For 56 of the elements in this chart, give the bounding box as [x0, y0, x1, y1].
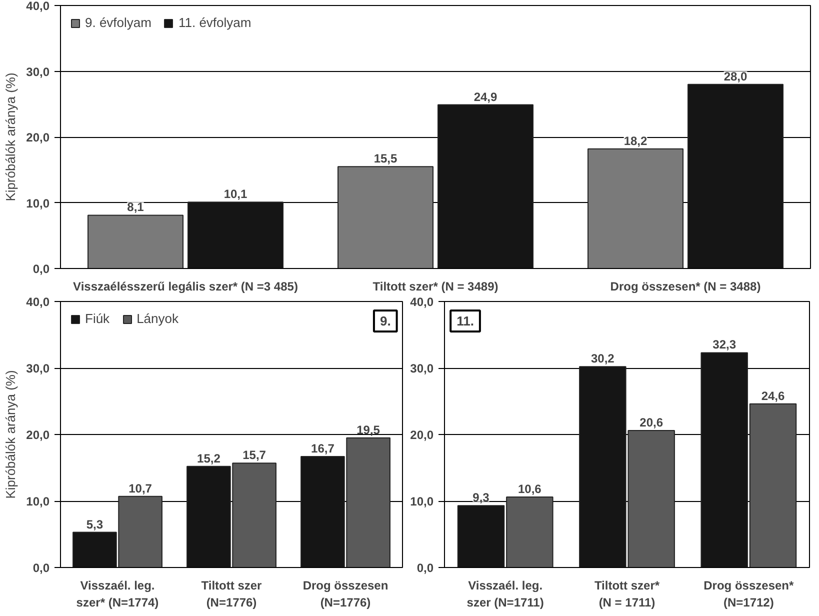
data-label: 32,3	[712, 338, 736, 352]
bar	[88, 214, 184, 268]
data-label: 10,1	[224, 187, 248, 202]
data-label: 28,0	[724, 69, 748, 84]
annotation: 11.	[456, 314, 474, 328]
data-label: 20,6	[640, 416, 664, 430]
y-tick-label: 0,0	[32, 561, 50, 575]
data-label: 15,2	[197, 451, 221, 466]
y-tick-label: 40,0	[26, 0, 50, 13]
x-tick-label: Drog összesen* (N=1712)	[704, 578, 794, 610]
data-label: 16,7	[311, 441, 335, 456]
data-label: 15,7	[242, 448, 266, 462]
data-label: 30,2	[590, 352, 615, 366]
x-tick-label: Visszaél. leg. szer* (N=1774)	[76, 578, 159, 610]
y-tick-label: 30,0	[26, 362, 50, 376]
y-tick-label: 20,0	[26, 130, 50, 144]
y-tick-label: 40,0	[410, 295, 434, 309]
data-label: 8,1	[127, 200, 144, 214]
y-axis-title: Kipróbálók aránya (%)	[3, 370, 18, 499]
y-tick-label: 40,0	[26, 295, 50, 309]
x-tick-label: Tiltott szer* (N = 3489)	[372, 280, 498, 294]
data-label: 19,5	[356, 422, 380, 437]
data-label: 10,7	[128, 481, 152, 496]
y-tick-label: 10,0	[410, 494, 434, 508]
bar	[688, 84, 784, 268]
y-tick-label: 10,0	[26, 494, 50, 508]
x-tick-label: Tiltott szer* (N = 1711)	[594, 578, 660, 610]
legend-label: 9. évfolyam	[85, 15, 152, 30]
data-label: 15,5	[374, 152, 398, 166]
y-tick-label: 10,0	[26, 196, 50, 210]
x-tick-label: Visszaél. leg. szer (N=1711)	[466, 578, 544, 610]
x-tick-label: Tiltott szer (N=1776)	[201, 578, 262, 610]
y-tick-label: 0,0	[416, 561, 434, 575]
y-tick-label: 20,0	[410, 428, 434, 442]
legend-label: Fiúk	[85, 311, 110, 326]
bar	[338, 166, 434, 268]
data-label: 9,3	[472, 490, 490, 505]
data-label: 5,3	[86, 517, 104, 532]
y-tick-label: 30,0	[410, 362, 434, 376]
y-tick-label: 30,0	[26, 64, 50, 79]
x-tick-label: Drog összesen* (N = 3488)	[610, 280, 761, 294]
y-tick-label: 20,0	[26, 428, 50, 442]
data-label: 18,2	[624, 134, 648, 148]
legend-label: 11. évfolyam	[178, 15, 252, 30]
data-label: 24,9	[474, 90, 498, 104]
x-tick-label: Drog összesen (N=1776)	[302, 578, 388, 610]
bar	[188, 202, 284, 268]
annotation: 9.	[380, 314, 391, 328]
bar	[588, 148, 684, 268]
y-tick-label: 0,0	[32, 262, 50, 276]
data-label: 10,6	[518, 482, 542, 496]
legend-label: Lányok	[136, 311, 178, 326]
x-tick-label: Visszaélésszerű legális szer* (N =3 485)	[73, 280, 298, 294]
bar	[438, 104, 534, 268]
data-label: 24,6	[761, 388, 786, 403]
y-axis-title: Kipróbálók aránya (%)	[3, 72, 18, 202]
